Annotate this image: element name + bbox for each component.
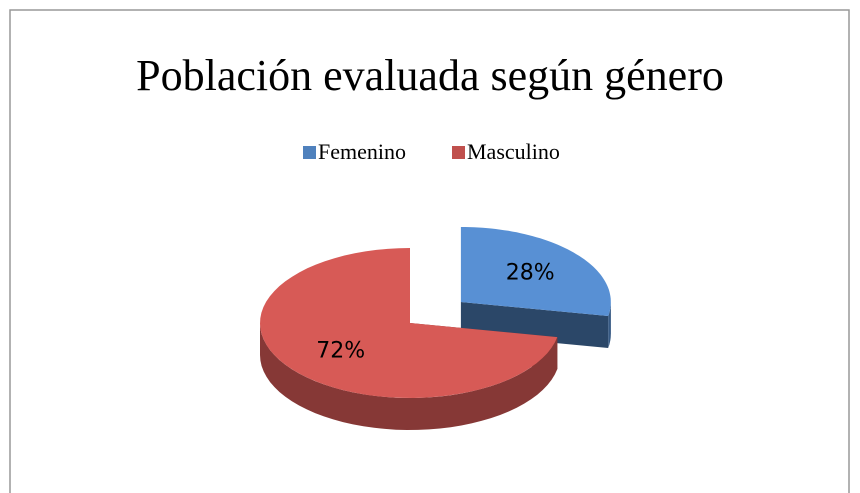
legend-label: Masculino: [467, 139, 560, 164]
legend-swatch: [452, 146, 465, 159]
legend-swatch: [303, 146, 316, 159]
slice-wall: [608, 302, 611, 348]
value-label: 72%: [316, 339, 365, 364]
slice-top: [460, 227, 611, 316]
chart-title: Población evaluada según género: [136, 51, 724, 100]
slice-top: [260, 248, 558, 398]
slice-wall: [260, 323, 558, 430]
value-label: 28%: [506, 260, 555, 285]
legend-label: Femenino: [318, 139, 406, 164]
chart-border: [9, 9, 850, 493]
